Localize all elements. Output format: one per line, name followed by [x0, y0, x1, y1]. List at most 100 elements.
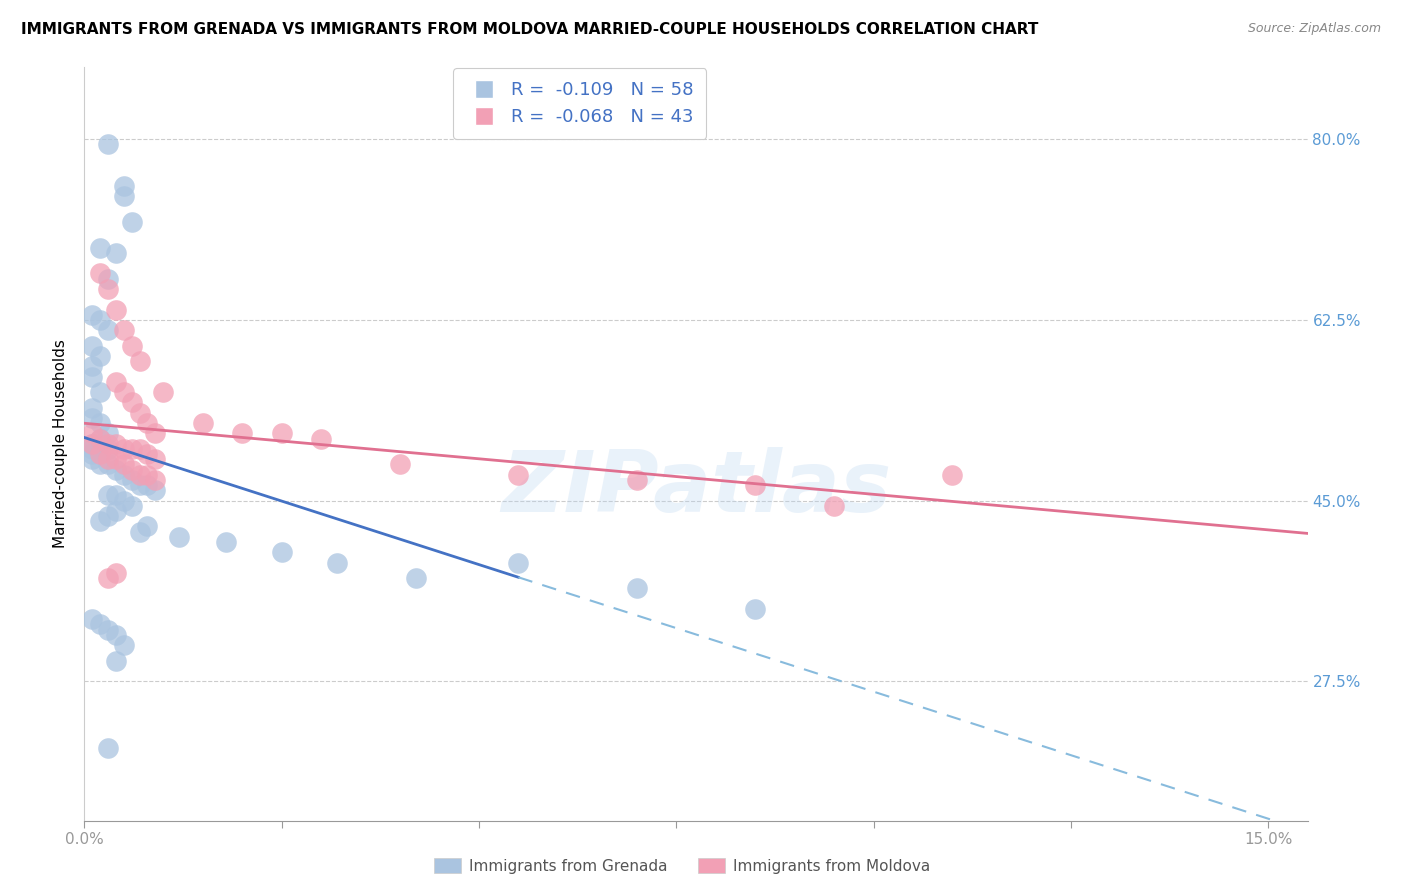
Point — [136, 519, 159, 533]
Text: IMMIGRANTS FROM GRENADA VS IMMIGRANTS FROM MOLDOVA MARRIED-COUPLE HOUSEHOLDS COR: IMMIGRANTS FROM GRENADA VS IMMIGRANTS FR… — [21, 22, 1039, 37]
Point — [744, 602, 766, 616]
Point — [744, 478, 766, 492]
Point — [89, 432, 111, 446]
Point — [104, 375, 127, 389]
Point — [82, 308, 104, 322]
Point — [121, 473, 143, 487]
Point — [104, 504, 127, 518]
Point — [626, 473, 648, 487]
Point — [136, 447, 159, 461]
Point — [97, 509, 120, 524]
Point — [97, 271, 120, 285]
Point — [191, 416, 214, 430]
Point — [89, 349, 111, 363]
Point — [508, 467, 530, 482]
Point — [389, 458, 412, 472]
Point — [82, 339, 104, 353]
Point — [89, 267, 111, 281]
Point — [823, 499, 845, 513]
Point — [89, 617, 111, 632]
Point — [97, 452, 120, 467]
Point — [82, 426, 104, 441]
Point — [121, 215, 143, 229]
Point — [270, 545, 292, 559]
Point — [104, 628, 127, 642]
Point — [97, 426, 120, 441]
Point — [145, 426, 167, 441]
Point — [97, 437, 120, 451]
Point — [145, 483, 167, 498]
Point — [89, 313, 111, 327]
Point — [121, 499, 143, 513]
Point — [112, 458, 135, 472]
Point — [104, 566, 127, 580]
Legend: R =  -0.109   N = 58, R =  -0.068   N = 43: R = -0.109 N = 58, R = -0.068 N = 43 — [453, 69, 706, 138]
Point — [97, 282, 120, 296]
Point — [104, 462, 127, 476]
Point — [121, 395, 143, 409]
Point — [104, 488, 127, 502]
Point — [82, 411, 104, 425]
Point — [128, 524, 150, 539]
Legend: Immigrants from Grenada, Immigrants from Moldova: Immigrants from Grenada, Immigrants from… — [427, 852, 936, 880]
Point — [145, 452, 167, 467]
Point — [104, 302, 127, 317]
Point — [215, 534, 238, 549]
Point — [145, 473, 167, 487]
Point — [136, 478, 159, 492]
Point — [112, 467, 135, 482]
Point — [121, 462, 143, 476]
Point — [136, 416, 159, 430]
Point — [97, 442, 120, 456]
Point — [104, 654, 127, 668]
Point — [270, 426, 292, 441]
Point — [128, 467, 150, 482]
Point — [82, 437, 104, 451]
Point — [97, 623, 120, 637]
Point — [112, 385, 135, 400]
Point — [128, 354, 150, 368]
Point — [97, 488, 120, 502]
Point — [112, 442, 135, 456]
Point — [112, 178, 135, 193]
Point — [97, 323, 120, 337]
Point — [128, 442, 150, 456]
Point — [121, 442, 143, 456]
Point — [82, 437, 104, 451]
Point — [121, 339, 143, 353]
Point — [136, 467, 159, 482]
Point — [326, 556, 349, 570]
Text: ZIPatlas: ZIPatlas — [501, 448, 891, 531]
Point — [82, 452, 104, 467]
Point — [89, 416, 111, 430]
Point — [152, 385, 174, 400]
Point — [82, 612, 104, 626]
Point — [112, 323, 135, 337]
Point — [82, 359, 104, 374]
Point — [97, 458, 120, 472]
Point — [128, 478, 150, 492]
Point — [112, 493, 135, 508]
Point — [97, 137, 120, 152]
Point — [82, 401, 104, 415]
Point — [89, 385, 111, 400]
Point — [89, 442, 111, 456]
Point — [112, 189, 135, 203]
Point — [309, 432, 332, 446]
Point — [626, 582, 648, 596]
Point — [82, 369, 104, 384]
Point — [104, 452, 127, 467]
Point — [82, 447, 104, 461]
Point — [97, 741, 120, 756]
Y-axis label: Married-couple Households: Married-couple Households — [53, 339, 69, 549]
Point — [89, 447, 111, 461]
Point — [112, 638, 135, 652]
Point — [104, 245, 127, 260]
Point — [405, 571, 427, 585]
Point — [941, 467, 963, 482]
Text: Source: ZipAtlas.com: Source: ZipAtlas.com — [1247, 22, 1381, 36]
Point — [89, 514, 111, 528]
Point — [97, 571, 120, 585]
Point — [82, 442, 104, 456]
Point — [508, 556, 530, 570]
